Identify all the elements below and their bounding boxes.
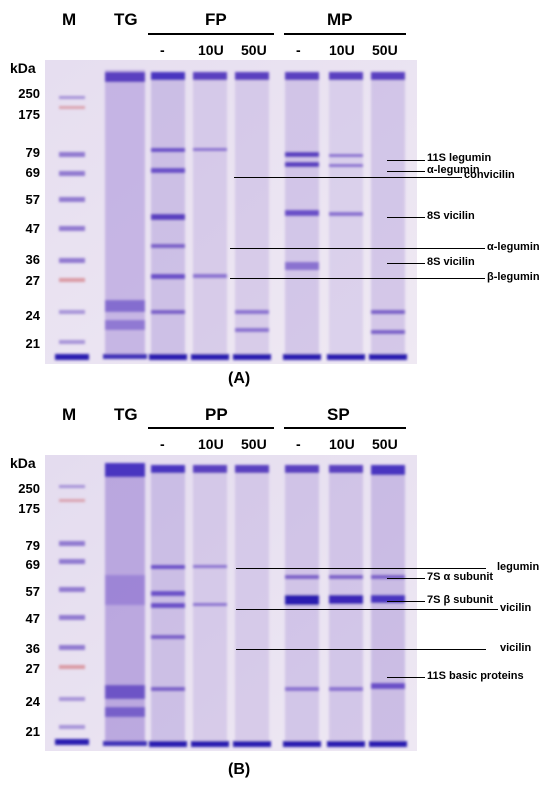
mw-marker: 47 <box>25 221 40 236</box>
sub-header: 50U <box>241 42 267 58</box>
panel-label-a: (A) <box>228 370 251 387</box>
mw-marker: 57 <box>25 192 40 207</box>
group-rule-mp <box>284 33 406 35</box>
annotation-line <box>387 263 425 264</box>
annotation-label: α-legumin <box>487 241 540 253</box>
sub-header: 10U <box>329 42 355 58</box>
sub-header: - <box>160 42 165 58</box>
annotation-label: 7S α subunit <box>427 571 494 583</box>
lane-header-tg: TG <box>114 405 138 424</box>
kda-label: kDa <box>10 60 36 76</box>
group-header-sp: SP <box>327 405 350 424</box>
annotation-line <box>387 601 425 602</box>
lane-header-marker: M <box>62 10 77 29</box>
kda-label: kDa <box>10 455 36 471</box>
annotation-line <box>236 649 486 650</box>
annotation-line <box>387 171 425 172</box>
sub-header: 50U <box>372 42 398 58</box>
lane-header-tg: TG <box>114 10 138 29</box>
group-rule-pp <box>148 427 274 429</box>
sub-header: 10U <box>329 436 355 452</box>
mw-marker: 175 <box>18 501 40 516</box>
mw-marker: 69 <box>25 165 40 180</box>
sub-header: 10U <box>198 42 224 58</box>
lane-header-marker: M <box>62 405 77 424</box>
sub-header: - <box>296 42 301 58</box>
mw-marker: 79 <box>25 538 40 553</box>
annotation-label: β-legumin <box>487 271 540 283</box>
mw-marker: 27 <box>25 273 40 288</box>
group-header-pp: PP <box>205 405 228 424</box>
mw-marker: 47 <box>25 611 40 626</box>
sub-header: - <box>160 436 165 452</box>
annotation-line <box>230 278 485 279</box>
annotation-label: 8S vicilin <box>427 256 475 268</box>
group-rule-sp <box>284 427 406 429</box>
annotation-line <box>387 217 425 218</box>
annotation-line <box>230 248 485 249</box>
sub-header: 10U <box>198 436 224 452</box>
mw-marker: 21 <box>25 336 40 351</box>
mw-marker: 175 <box>18 107 40 122</box>
mw-marker: 69 <box>25 557 40 572</box>
annotation-label: legumin <box>497 561 540 573</box>
annotation-label: vicilin <box>500 642 532 654</box>
mw-marker: 21 <box>25 724 40 739</box>
annotation-label: 11S basic proteins <box>427 670 524 682</box>
mw-marker: 79 <box>25 145 40 160</box>
mw-marker: 24 <box>25 308 40 323</box>
sub-header: 50U <box>241 436 267 452</box>
annotation-label: convicilin <box>464 169 515 181</box>
mw-marker: 27 <box>25 661 40 676</box>
mw-marker: 57 <box>25 584 40 599</box>
annotation-label: 7S β subunit <box>427 594 493 606</box>
group-header-mp: MP <box>327 10 353 29</box>
annotation-line <box>387 160 425 161</box>
annotation-label: α-legumin <box>427 164 480 176</box>
sub-header: - <box>296 436 301 452</box>
group-rule-fp <box>148 33 274 35</box>
annotation-line <box>387 677 425 678</box>
annotation-line <box>236 609 498 610</box>
mw-marker: 36 <box>25 252 40 267</box>
annotation-label: 8S vicilin <box>427 210 475 222</box>
annotation-label: vicilin <box>500 602 532 614</box>
annotation-line <box>387 578 425 579</box>
mw-marker: 250 <box>18 481 40 496</box>
sub-header: 50U <box>372 436 398 452</box>
panel-label-b: (B) <box>228 761 251 778</box>
mw-marker: 24 <box>25 694 40 709</box>
mw-marker: 36 <box>25 641 40 656</box>
group-header-fp: FP <box>205 10 227 29</box>
mw-marker: 250 <box>18 86 40 101</box>
annotation-line <box>236 568 486 569</box>
gel-image-a <box>45 60 417 364</box>
annotation-line <box>234 177 462 178</box>
gel-image-b <box>45 455 417 751</box>
annotation-label: 11S legumin <box>427 152 492 164</box>
